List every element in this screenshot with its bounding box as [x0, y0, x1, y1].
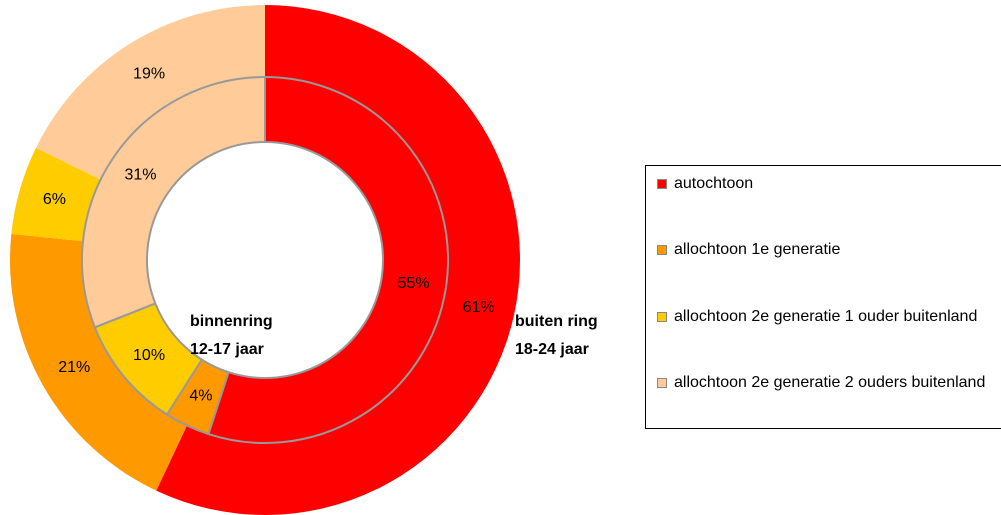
legend-label: allochtoon 2e generatie 1 ouder buitenla… — [674, 308, 978, 325]
ring-subtitle: 18-24 jaar — [515, 341, 589, 358]
donut-sector — [9, 233, 187, 491]
legend-label: autochtoon — [674, 175, 754, 192]
legend-swatch — [657, 179, 667, 189]
donut-sector — [81, 75, 266, 329]
value-label: 21% — [58, 359, 90, 376]
ring-label: binnenring — [190, 313, 273, 330]
value-label: 61% — [463, 299, 495, 316]
legend-item: allochtoon 2e generatie 1 ouder buitenla… — [654, 303, 1001, 330]
value-label: 55% — [398, 275, 430, 292]
legend-item: allochtoon 1e generatie — [654, 236, 1001, 263]
legend-item: autochtoon — [654, 170, 1001, 197]
ring-subtitle: 12-17 jaar — [190, 341, 264, 358]
value-label: 6% — [43, 191, 66, 208]
donut-sector — [207, 75, 449, 444]
legend-label: allochtoon 2e generatie 2 ouders buitenl… — [674, 374, 986, 391]
value-label: 4% — [189, 387, 212, 404]
donut-sector — [35, 5, 265, 180]
value-label: 10% — [133, 347, 165, 364]
donut-sector — [11, 147, 101, 242]
legend: autochtoon allochtoon 1e generatie allocht… — [645, 165, 1001, 429]
legend-item: allochtoon 2e generatie 2 ouders buitenl… — [654, 369, 1001, 396]
legend-swatch — [657, 378, 667, 388]
value-label: 19% — [133, 65, 165, 82]
donut-sector — [156, 5, 520, 515]
chart: 61% 21% 6% 19% 55% 4% 10% 31% buiten ring 18-24 j… — [9, 5, 598, 515]
legend-swatch — [657, 245, 667, 255]
ring-label: buiten ring — [515, 313, 598, 330]
legend-swatch — [657, 312, 667, 322]
value-label: 31% — [125, 167, 157, 184]
legend-label: allochtoon 1e generatie — [674, 241, 841, 258]
